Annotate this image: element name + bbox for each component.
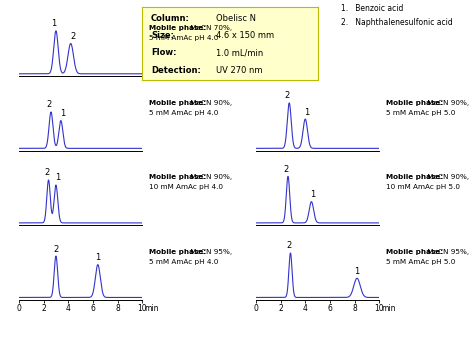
Text: MeCN 95%,: MeCN 95%,: [188, 249, 232, 255]
Text: MeCN 95%,: MeCN 95%,: [425, 249, 469, 255]
Text: 5 mM AmAc pH 5.0: 5 mM AmAc pH 5.0: [386, 110, 456, 116]
Text: 5 mM AmAc pH 5.0: 5 mM AmAc pH 5.0: [386, 259, 456, 265]
Text: MeCN 90%,: MeCN 90%,: [425, 100, 469, 106]
Text: 1: 1: [60, 109, 65, 118]
Text: Mobile phase:: Mobile phase:: [149, 100, 207, 106]
Text: min: min: [382, 304, 396, 312]
Text: MeCN 90%,: MeCN 90%,: [425, 174, 469, 180]
Text: 1: 1: [355, 267, 360, 276]
Text: 1: 1: [310, 190, 316, 199]
Text: 2: 2: [283, 165, 289, 174]
Text: MeCN 70%,: MeCN 70%,: [188, 26, 232, 31]
Text: 2: 2: [70, 32, 75, 41]
Text: 1: 1: [55, 174, 60, 182]
Text: 10 mM AmAc pH 4.0: 10 mM AmAc pH 4.0: [149, 184, 223, 190]
Text: 2: 2: [53, 245, 59, 253]
Text: Mobile phase:: Mobile phase:: [386, 174, 444, 180]
Text: 5 mM AmAc pH 4.0: 5 mM AmAc pH 4.0: [149, 110, 219, 116]
Text: 2: 2: [44, 168, 49, 178]
Text: 5 mM AmAc pH 4.0: 5 mM AmAc pH 4.0: [149, 259, 219, 265]
Text: Mobile phase:: Mobile phase:: [149, 174, 207, 180]
Text: Mobile phase:: Mobile phase:: [149, 249, 207, 255]
Text: 4.6 x 150 mm: 4.6 x 150 mm: [216, 31, 274, 40]
Text: Mobile phase:: Mobile phase:: [386, 249, 444, 255]
Text: 1.   Benzoic acid: 1. Benzoic acid: [341, 4, 404, 13]
Text: MeCN 90%,: MeCN 90%,: [188, 174, 232, 180]
Text: 10 mM AmAc pH 5.0: 10 mM AmAc pH 5.0: [386, 184, 460, 190]
Text: Detection:: Detection:: [151, 66, 201, 75]
Text: 1: 1: [304, 108, 310, 116]
Text: Size:: Size:: [151, 31, 174, 40]
Text: Flow:: Flow:: [151, 48, 176, 58]
Text: 2.   Naphthalenesulfonic acid: 2. Naphthalenesulfonic acid: [341, 18, 453, 27]
Text: Column:: Column:: [151, 13, 190, 22]
Text: 2: 2: [286, 241, 292, 251]
Text: 2: 2: [285, 91, 290, 100]
Text: Mobile phase:: Mobile phase:: [149, 26, 207, 31]
Text: Obelisc N: Obelisc N: [216, 13, 256, 22]
Text: min: min: [145, 304, 159, 312]
Text: MeCN 90%,: MeCN 90%,: [188, 100, 232, 106]
Text: 2: 2: [46, 100, 51, 109]
Text: UV 270 nm: UV 270 nm: [216, 66, 263, 75]
Text: Mobile phase:: Mobile phase:: [386, 100, 444, 106]
Text: 1: 1: [95, 253, 100, 262]
Text: 1.0 mL/min: 1.0 mL/min: [216, 48, 263, 58]
Text: 5 mM AmAc pH 4.0: 5 mM AmAc pH 4.0: [149, 36, 219, 41]
Text: 1: 1: [51, 19, 56, 28]
